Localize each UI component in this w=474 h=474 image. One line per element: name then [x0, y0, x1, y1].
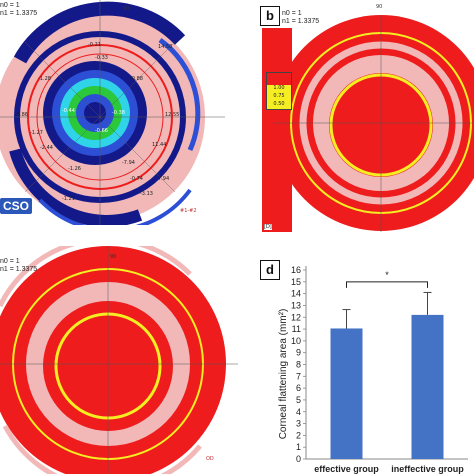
panel-a-value: -3.13 [140, 191, 153, 197]
panel-c: n0 = 1 n1 = 1.3375 90 OD [0, 246, 238, 474]
scale-label: 0.50 [267, 101, 291, 109]
scale-label: 0.75 [267, 93, 291, 101]
y-tick-label: 14 [291, 289, 301, 299]
y-tick-label: 2 [296, 430, 301, 440]
y-tick-label: 5 [296, 395, 301, 405]
significance-star: * [385, 270, 389, 280]
panel-c-n0-label: n0 = 1 [0, 258, 20, 265]
scale-label: 1.00 [267, 85, 291, 93]
panel-a-value: -1.26 [68, 166, 81, 172]
panel-b-color-scale: 1.00 0.75 0.50 [266, 72, 292, 110]
panel-a-value: -7.94 [122, 160, 135, 166]
y-tick-label: 0 [296, 454, 301, 464]
panel-a-value: 11.44 [152, 142, 167, 148]
x-category-label: ineffective group [391, 464, 464, 474]
y-tick-label: 1 [296, 442, 301, 452]
y-axis-label: Corneal flattening area (mm²) [278, 309, 289, 440]
panel-a-value: -0.66 [95, 128, 108, 134]
bar [411, 314, 444, 459]
panel-a-value: -0.74 [130, 176, 143, 182]
panel-a-value: -1.28 [38, 76, 51, 82]
panel-a-value: -0.33 [95, 55, 108, 61]
bar-chart: Corneal flattening area (mm²) 0123456789… [278, 265, 468, 474]
panel-a-axis-tag: 90 [123, 6, 130, 12]
panel-a-n1-label: n1 = 1.3375 [0, 10, 38, 17]
panel-b-difference-map [258, 0, 474, 232]
panel-a-topography-map [0, 0, 225, 225]
panel-b-unit: [D] [264, 224, 272, 230]
bar [330, 328, 363, 459]
panel-a: n0 = 1 n1 = 1.3375 90 -0.21 14.58 -0.33 … [0, 0, 225, 225]
y-tick-label: 9 [296, 348, 301, 358]
panel-a-value: -1.21 [62, 196, 75, 202]
panel-c-patient-id: OD [206, 456, 214, 462]
y-tick-label: 7 [296, 371, 301, 381]
y-tick-label: 3 [296, 419, 301, 429]
panel-c-difference-map [0, 246, 238, 474]
y-tick-label: 4 [296, 407, 301, 417]
panel-a-value: -1.27 [30, 130, 43, 136]
y-tick-label: 13 [291, 300, 301, 310]
panel-a-value: 12.55 [165, 112, 180, 118]
panel-a-value: 7.94 [158, 176, 170, 182]
panel-b-axis-tag: 90 [376, 4, 383, 10]
significance-bracket [346, 281, 428, 288]
panel-b: b n0 = 1 n1 = 1.3375 90 1.00 0.75 0.50 [… [258, 0, 474, 232]
y-tick-label: 8 [296, 360, 301, 370]
y-tick-label: 16 [291, 265, 301, 275]
y-tick-label: 10 [291, 336, 301, 346]
panel-c-n1-label: n1 = 1.3375 [0, 266, 38, 273]
panel-a-patient-id: #1-#2 [180, 208, 197, 214]
panel-d-label: d [260, 260, 280, 280]
panel-b-n0-label: n0 = 1 [282, 10, 302, 17]
panel-b-label: b [260, 6, 280, 26]
panel-a-n0-label: n0 = 1 [0, 2, 20, 9]
panel-a-value: -2.44 [40, 145, 53, 151]
panel-a-value: -0.21 [88, 42, 101, 48]
y-tick-label: 12 [291, 312, 301, 322]
x-category-label: effective group [314, 464, 379, 474]
panel-a-value: -0.38 [112, 110, 125, 116]
y-tick-label: 11 [292, 324, 301, 334]
panel-c-axis-tag: 90 [110, 254, 117, 260]
panel-a-value: -0.44 [62, 108, 75, 114]
cso-logo: CSO [0, 198, 33, 214]
panel-b-n1-label: n1 = 1.3375 [282, 18, 320, 25]
panel-a-value: -0.88 [130, 76, 143, 82]
panel-a-value: 14.58 [158, 44, 173, 50]
y-tick-label: 6 [296, 383, 301, 393]
panel-a-value: -3.86 [15, 112, 28, 118]
y-tick-label: 15 [291, 277, 301, 287]
